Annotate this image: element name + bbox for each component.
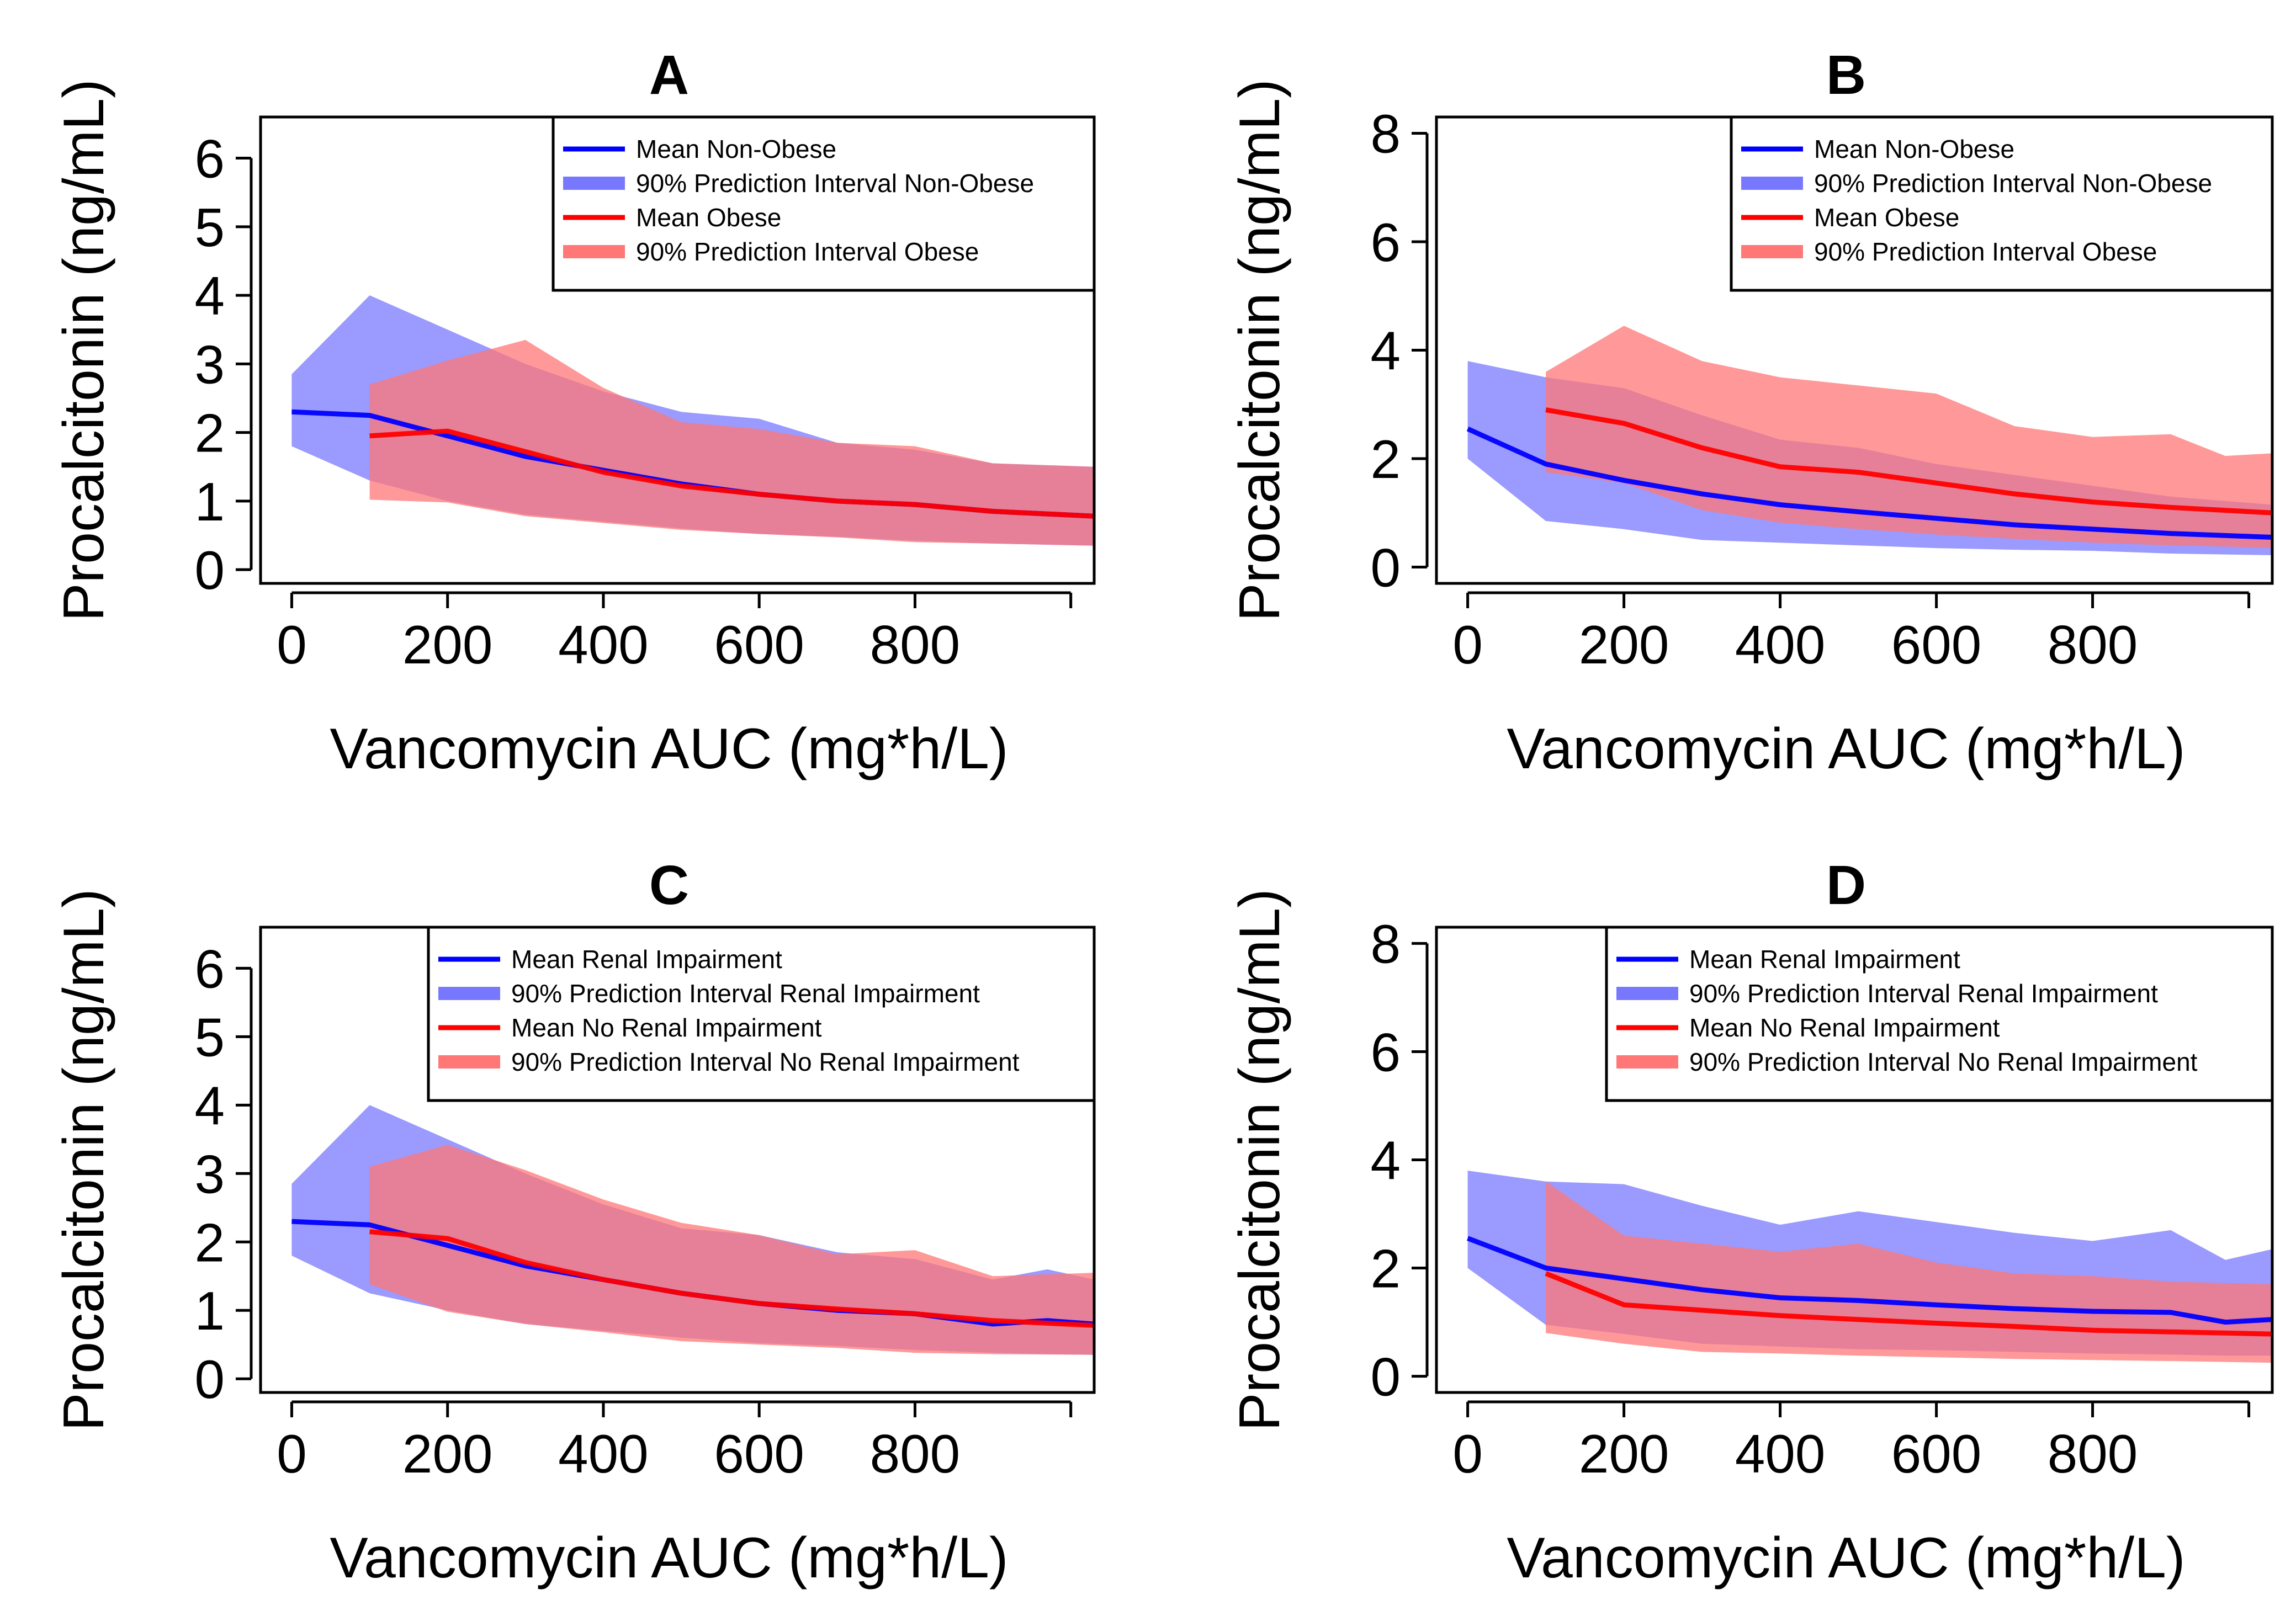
chart-title: D <box>1826 854 1866 916</box>
legend: Mean Non-Obese 90% Prediction Interval No… <box>552 115 1096 292</box>
legend-label: 90% Prediction Interval Non-Obese <box>1814 169 2212 198</box>
y-tick-label: 0 <box>1370 1347 1401 1407</box>
line-mean-no-renal-impairment <box>1545 1271 2272 1337</box>
x-tick-label: 600 <box>714 614 804 675</box>
chart-panel-b: 0 200 400 600 800 0 2 4 6 8 B Vancomycin AUC (mg*h/… <box>1228 44 2274 781</box>
line-mean-no-renal-impairment <box>369 1229 1094 1328</box>
y-tick-label: 4 <box>194 265 225 326</box>
chart-panel-d: 0 200 400 600 800 0 2 4 6 8 D Vancomycin AUC (mg*h/… <box>1228 854 2274 1590</box>
chart-title: A <box>649 44 689 106</box>
x-axis-label: Vancomycin AUC (mg*h/L) <box>1507 1526 2185 1590</box>
line-mean-non-obese <box>1466 426 2272 540</box>
legend-label: 90% Prediction Interval Non-Obese <box>636 169 1034 198</box>
y-tick-label: 6 <box>1370 1022 1401 1082</box>
y-tick-label: 4 <box>1370 321 1401 381</box>
chart-title: B <box>1826 44 1866 106</box>
y-tick-label: 5 <box>194 1007 225 1067</box>
legend-label: 90% Prediction Interval Renal Impairment <box>1689 979 2158 1008</box>
x-axis-label: Vancomycin AUC (mg*h/L) <box>1507 717 2185 781</box>
x-tick-label: 800 <box>870 1423 961 1484</box>
x-tick-label: 0 <box>1452 1423 1483 1484</box>
y-tick-label: 2 <box>1370 1238 1401 1299</box>
legend-label: Mean No Renal Impairment <box>1689 1013 2000 1042</box>
legend-label: Mean Renal Impairment <box>511 945 782 974</box>
line-mean-obese <box>369 428 1094 519</box>
x-axis-label: Vancomycin AUC (mg*h/L) <box>330 717 1008 781</box>
x-tick-label: 0 <box>277 1423 307 1484</box>
y-tick-label: 6 <box>1370 212 1401 273</box>
legend-label: Mean Renal Impairment <box>1689 945 1960 974</box>
series-group <box>291 1105 1094 1355</box>
y-axis-label: Procalcitonin (ng/mL) <box>52 79 116 621</box>
y-tick-label: 4 <box>194 1075 225 1136</box>
y-axis-label: Procalcitonin (ng/mL) <box>1228 889 1292 1431</box>
legend-label: 90% Prediction Interval No Renal Impairm… <box>511 1048 1020 1076</box>
band-90-prediction-interval-no-renal-impairment <box>369 1145 1094 1355</box>
y-tick-label: 3 <box>194 334 225 395</box>
legend-label: Mean Obese <box>1814 203 1959 232</box>
chart-panel-c: 0 200 400 600 800 0 1 2 3 4 5 6 C Vancomycin AUC (mg*… <box>52 854 1096 1590</box>
legend: Mean Non-Obese 90% Prediction Interval No… <box>1730 115 2274 292</box>
y-tick-label: 1 <box>194 471 225 532</box>
y-axis-label: Procalcitonin (ng/mL) <box>52 889 116 1431</box>
x-tick-label: 600 <box>714 1423 804 1484</box>
legend-label: Mean Non-Obese <box>636 135 836 163</box>
y-tick-label: 1 <box>194 1280 225 1341</box>
legend-label: Mean Obese <box>636 203 781 232</box>
x-tick-label: 200 <box>402 614 493 675</box>
y-tick-label: 2 <box>1370 429 1401 490</box>
band-90-prediction-interval-obese <box>1546 326 2272 549</box>
legend-box <box>1605 926 2274 1102</box>
y-tick-label: 6 <box>194 938 225 999</box>
x-tick-label: 400 <box>558 614 649 675</box>
y-tick-label: 2 <box>194 403 225 464</box>
x-tick-label: 600 <box>1891 1423 1982 1484</box>
y-tick-label: 0 <box>194 540 225 600</box>
x-tick-label: 600 <box>1891 614 1982 675</box>
legend: Mean Renal Impairment 90% Prediction Inte… <box>427 926 1096 1102</box>
x-tick-label: 200 <box>1579 614 1669 675</box>
series-group <box>1466 326 2272 555</box>
y-tick-label: 3 <box>194 1144 225 1204</box>
chart-panel-a: 0 200 400 600 800 0 1 2 3 4 5 6 A Vancomycin AUC (mg*… <box>52 44 1096 781</box>
legend-box <box>427 926 1096 1102</box>
y-tick-label: 5 <box>194 197 225 258</box>
y-tick-label: 2 <box>194 1212 225 1273</box>
x-tick-label: 800 <box>870 614 961 675</box>
legend-box <box>552 115 1096 292</box>
legend-label: 90% Prediction Interval No Renal Impairm… <box>1689 1048 2198 1076</box>
y-tick-label: 4 <box>1370 1130 1401 1191</box>
band-90-prediction-interval-obese <box>369 339 1094 546</box>
legend: Mean Renal Impairment 90% Prediction Inte… <box>1605 926 2274 1102</box>
legend-label: 90% Prediction Interval Obese <box>1814 237 2157 266</box>
y-tick-label: 8 <box>1370 913 1401 974</box>
line-mean-obese <box>1545 407 2272 515</box>
y-tick-label: 8 <box>1370 103 1401 164</box>
line-mean-renal-impairment <box>1466 1236 2272 1325</box>
x-tick-label: 200 <box>1579 1423 1669 1484</box>
legend-label: Mean Non-Obese <box>1814 135 2014 163</box>
x-axis-label: Vancomycin AUC (mg*h/L) <box>330 1526 1008 1590</box>
legend-label: 90% Prediction Interval Renal Impairment <box>511 979 980 1008</box>
x-tick-label: 0 <box>1452 614 1483 675</box>
x-tick-label: 400 <box>1735 614 1826 675</box>
y-axis-label: Procalcitonin (ng/mL) <box>1228 79 1292 621</box>
y-tick-label: 6 <box>194 129 225 189</box>
x-tick-label: 800 <box>2048 614 2138 675</box>
series-group <box>291 295 1094 546</box>
legend-label: Mean No Renal Impairment <box>511 1013 822 1042</box>
legend-label: 90% Prediction Interval Obese <box>636 237 979 266</box>
y-tick-label: 0 <box>194 1349 225 1410</box>
legend-box <box>1730 115 2274 292</box>
x-tick-label: 0 <box>277 614 307 675</box>
x-tick-label: 200 <box>402 1423 493 1484</box>
x-tick-label: 400 <box>558 1423 649 1484</box>
y-tick-label: 0 <box>1370 538 1401 598</box>
chart-title: C <box>649 854 689 916</box>
x-tick-label: 400 <box>1735 1423 1826 1484</box>
series-group <box>1466 1171 2272 1363</box>
band-90-prediction-interval-no-renal-impairment <box>1546 1181 2272 1363</box>
x-tick-label: 800 <box>2048 1423 2138 1484</box>
